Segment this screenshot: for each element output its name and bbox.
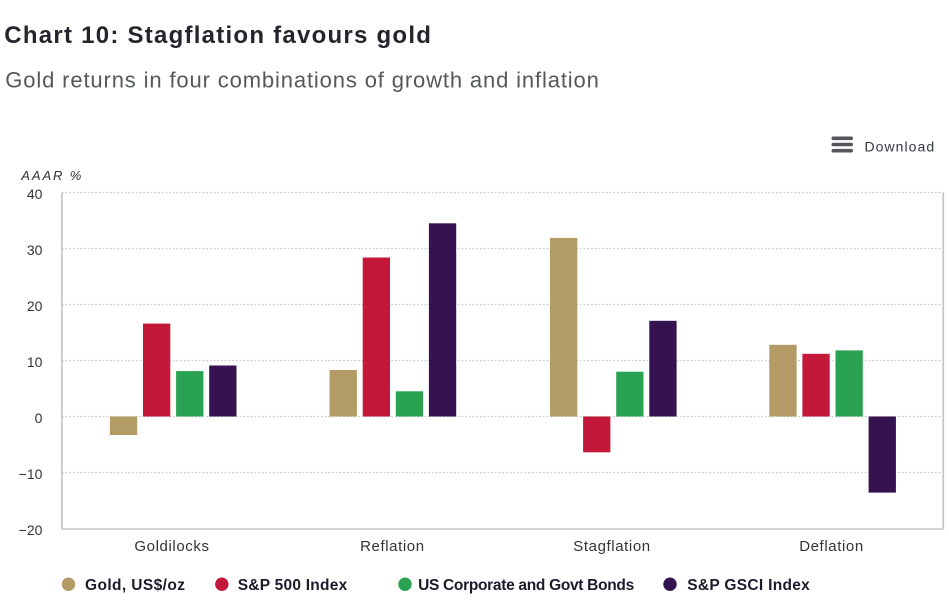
svg-text:40: 40 (27, 186, 43, 202)
svg-text:−20: −20 (19, 522, 43, 538)
svg-text:30: 30 (27, 242, 43, 258)
svg-text:Gold, US$/oz: Gold, US$/oz (85, 577, 185, 594)
svg-text:S&P GSCI Index: S&P GSCI Index (687, 577, 810, 594)
svg-text:US Corporate and Govt Bonds: US Corporate and Govt Bonds (418, 577, 634, 594)
svg-text:10: 10 (27, 354, 43, 370)
svg-text:Download: Download (865, 139, 936, 155)
svg-text:0: 0 (35, 410, 43, 426)
svg-text:Chart 10: Stagflation favours: Chart 10: Stagflation favours gold (4, 22, 432, 49)
svg-text:20: 20 (27, 298, 43, 314)
svg-text:Deflation: Deflation (799, 538, 864, 555)
svg-text:Reflation: Reflation (360, 538, 425, 555)
svg-text:AAAR %: AAAR % (20, 168, 83, 183)
svg-text:Stagflation: Stagflation (573, 538, 650, 555)
svg-text:Goldilocks: Goldilocks (134, 538, 209, 555)
svg-text:−10: −10 (19, 466, 43, 482)
svg-text:Gold returns in four combinati: Gold returns in four combinations of gro… (5, 67, 599, 92)
svg-text:S&P 500 Index: S&P 500 Index (238, 577, 348, 594)
